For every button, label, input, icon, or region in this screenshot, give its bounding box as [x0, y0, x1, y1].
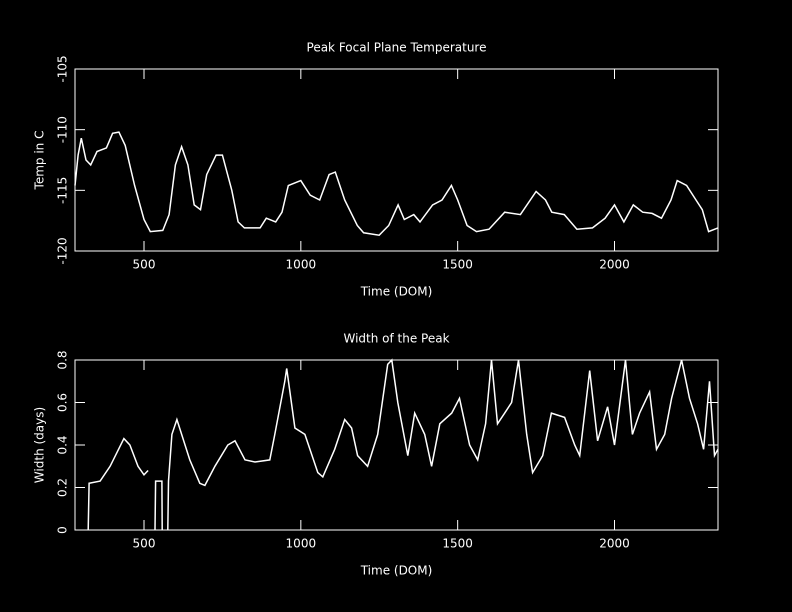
x-tick-label: 1500	[442, 537, 473, 551]
x-tick-label: 2000	[599, 537, 630, 551]
data-line	[74, 131, 719, 236]
x-axis-label: Time (DOM)	[360, 564, 433, 578]
plot-frame	[74, 68, 719, 252]
x-tick-label: 500	[133, 537, 156, 551]
data-line	[87, 437, 149, 531]
y-axis-label: Width (days)	[33, 407, 47, 483]
y-tick-label: -105	[56, 55, 70, 82]
x-tick-label: 1000	[286, 258, 317, 272]
x-tick-label: 1000	[286, 537, 317, 551]
y-tick-label: -110	[56, 116, 70, 143]
data-line	[167, 358, 719, 531]
x-tick-label: 1500	[442, 258, 473, 272]
y-tick-label: 0.6	[56, 393, 70, 412]
data-line	[154, 480, 163, 531]
y-axis-label: Temp in C	[33, 131, 47, 191]
y-tick-label: -120	[56, 237, 70, 264]
y-tick-label: 0.2	[56, 478, 70, 497]
x-tick-label: 500	[133, 258, 156, 272]
chart-title: Peak Focal Plane Temperature	[307, 41, 487, 55]
chart-title: Width of the Peak	[343, 332, 449, 346]
y-tick-label: 0	[56, 526, 70, 534]
y-tick-label: 0.8	[56, 350, 70, 369]
y-tick-label: -115	[56, 177, 70, 204]
x-axis-label: Time (DOM)	[360, 285, 433, 299]
y-tick-label: 0.4	[56, 435, 70, 454]
x-tick-label: 2000	[599, 258, 630, 272]
